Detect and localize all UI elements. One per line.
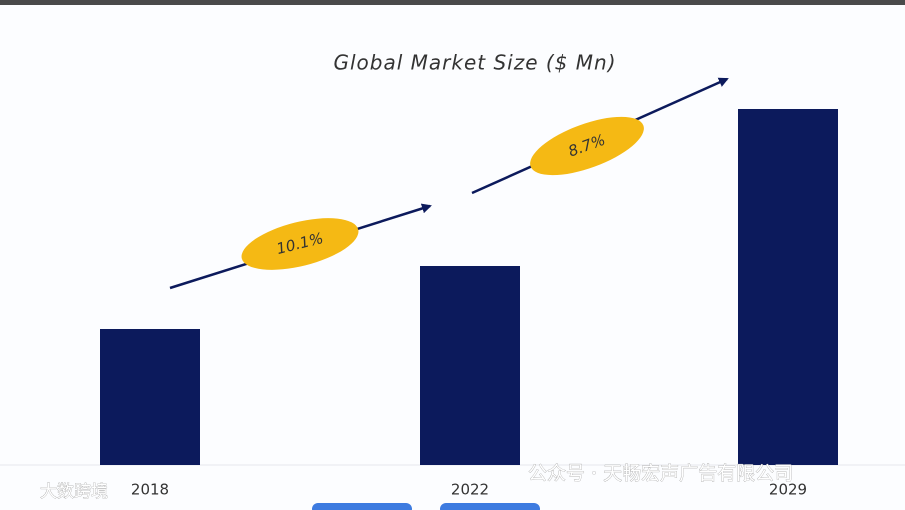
watermark: 大数跨境 <box>40 482 108 502</box>
chart-title: Global Market Size ($ Mn) <box>333 51 616 75</box>
button[interactable] <box>312 503 412 510</box>
bar <box>100 329 200 465</box>
watermark: 公众号 · 天畅宏声广告有限公司 <box>528 463 793 485</box>
x-tick-label: 2029 <box>769 481 807 499</box>
growth-badge <box>241 218 359 270</box>
bar <box>738 109 838 465</box>
growth-badge <box>530 116 644 176</box>
x-tick-label: 2022 <box>451 481 489 499</box>
top-border <box>0 0 905 5</box>
bar <box>420 266 520 465</box>
button[interactable] <box>440 503 540 510</box>
x-tick-label: 2018 <box>131 481 169 499</box>
